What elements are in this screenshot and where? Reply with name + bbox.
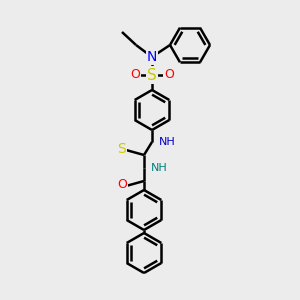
Text: NH: NH [151, 163, 168, 173]
Text: O: O [117, 178, 127, 191]
Text: N: N [147, 50, 157, 64]
Text: NH: NH [159, 137, 176, 147]
Text: S: S [118, 142, 126, 156]
Text: O: O [164, 68, 174, 82]
Text: S: S [147, 68, 157, 82]
Text: O: O [130, 68, 140, 82]
